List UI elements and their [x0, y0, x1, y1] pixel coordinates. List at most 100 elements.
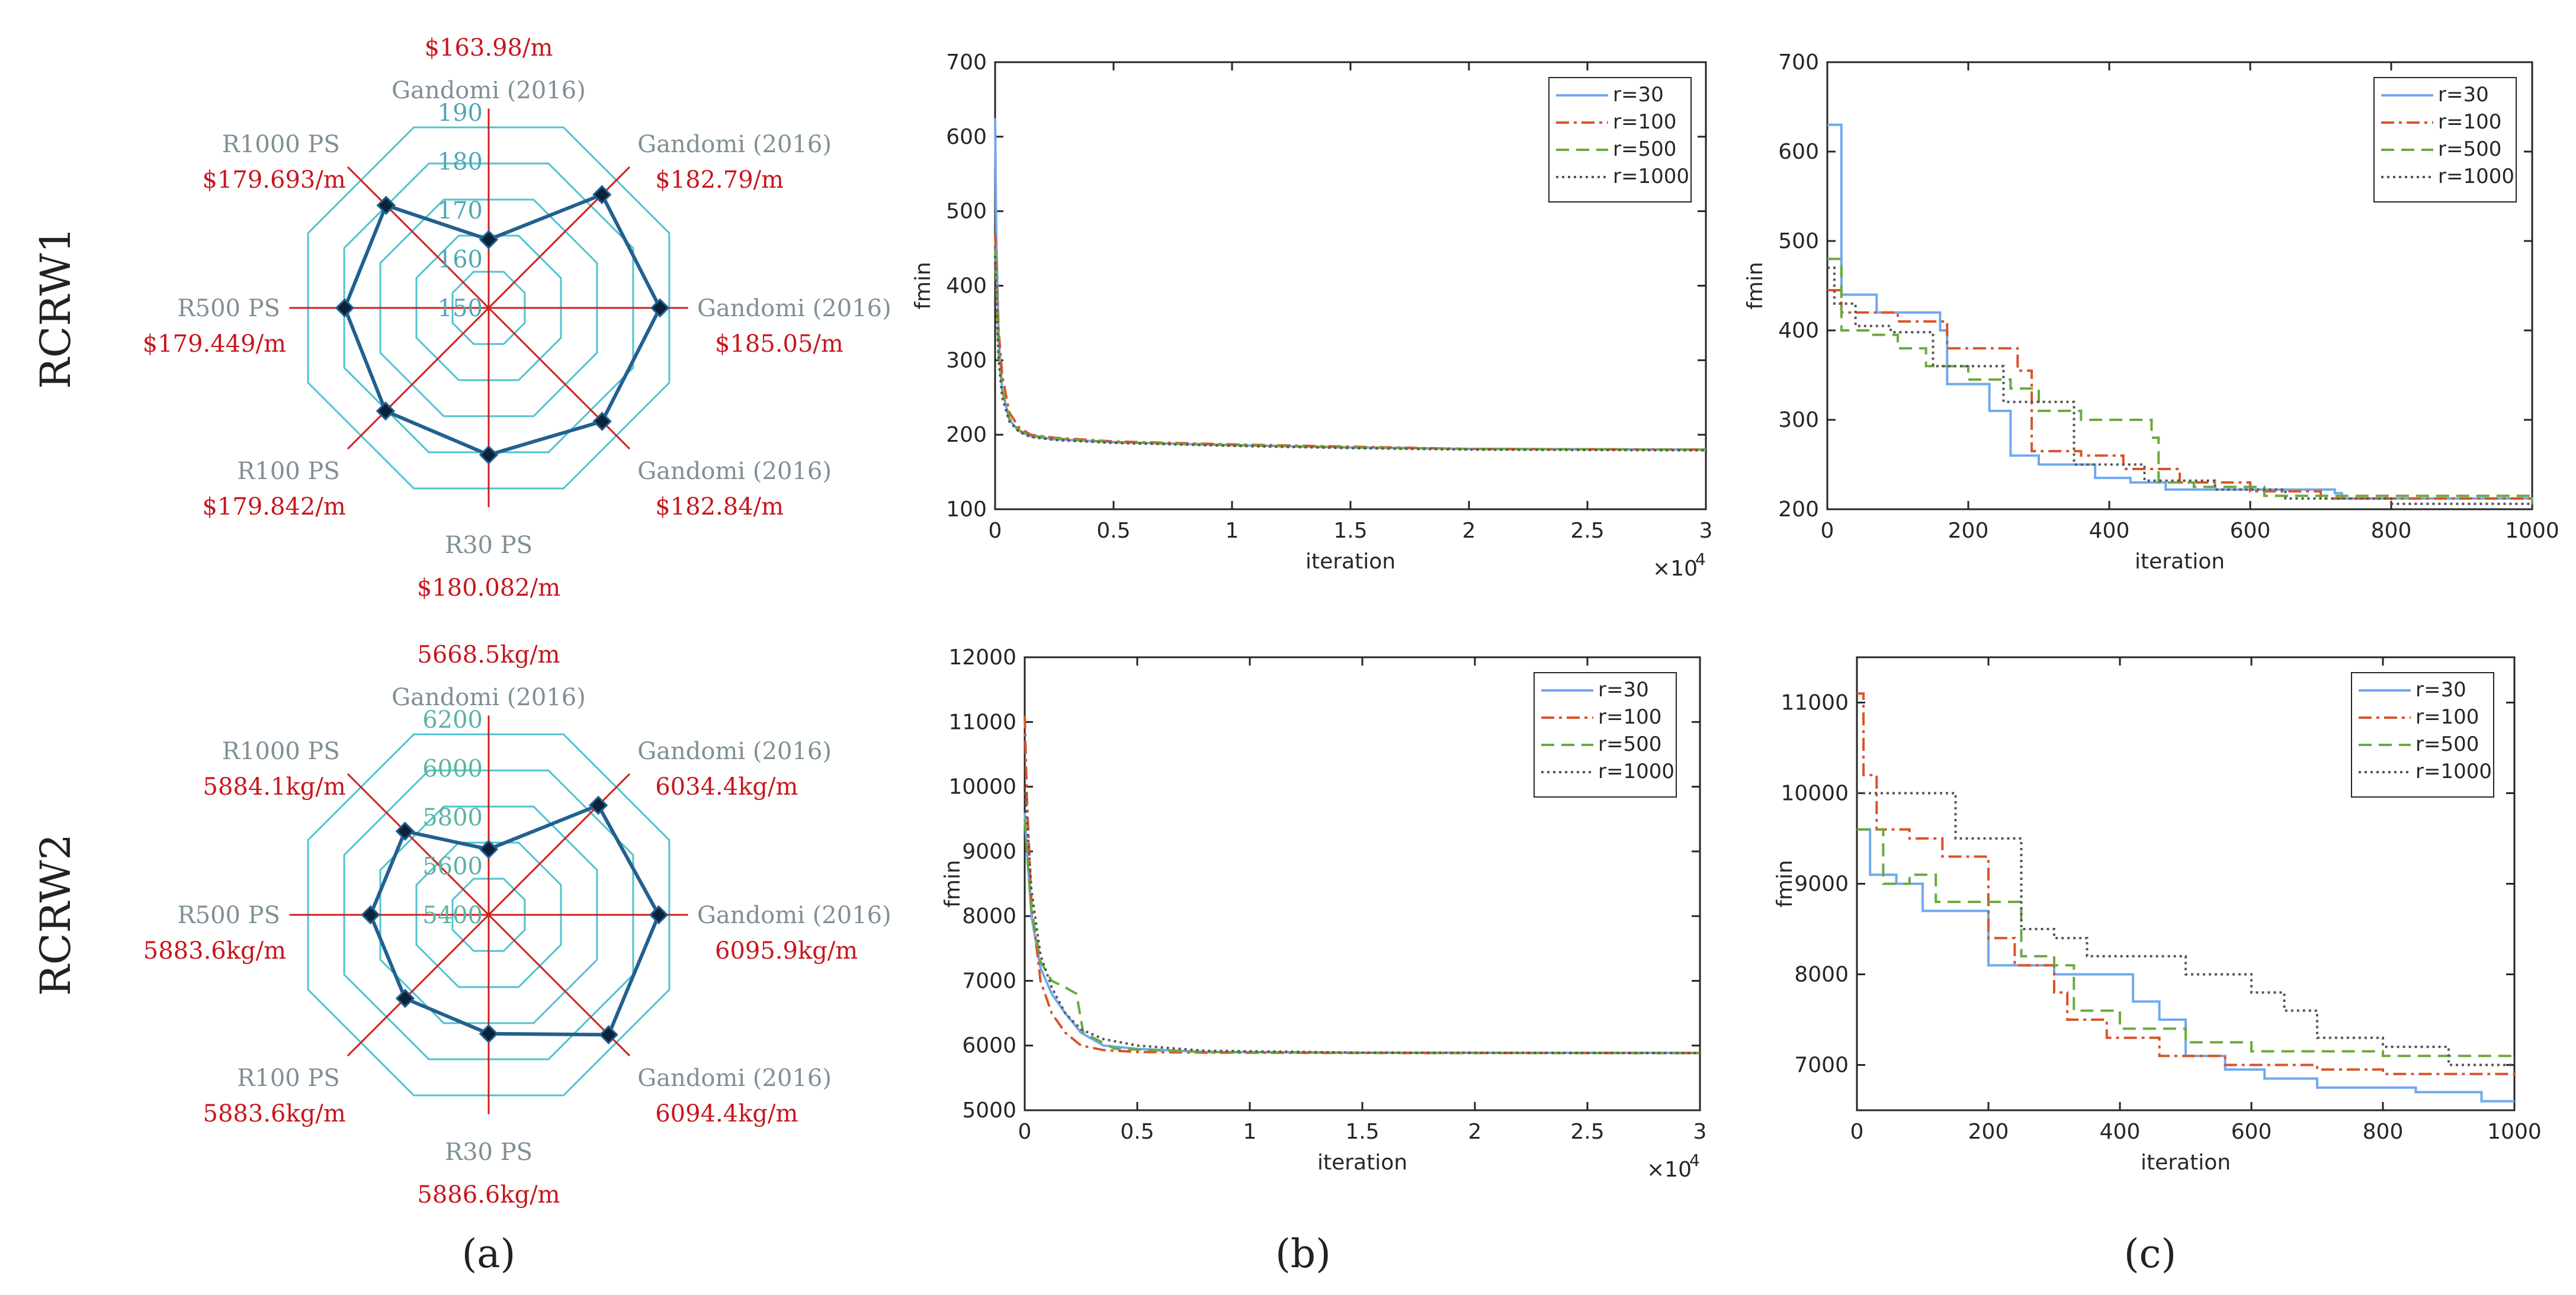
radar-data-point — [361, 905, 380, 925]
y-tick-label: 11000 — [1781, 691, 1849, 715]
row-label-rcrw1: RCRW1 — [31, 227, 80, 389]
legend-entry: r=100 — [1598, 705, 1661, 729]
radar-value-label: 5668.5kg/m — [417, 641, 560, 669]
x-axis-label: iteration — [1317, 1151, 1407, 1175]
y-tick-label: 200 — [1778, 497, 1819, 522]
x-tick-label: 1000 — [2487, 1120, 2542, 1144]
radar-spoke — [347, 773, 490, 916]
series-line-r100 — [1827, 289, 2533, 502]
y-tick-label: 300 — [946, 348, 987, 372]
x-tick-label: 0 — [989, 519, 1002, 543]
y-tick-label: 7000 — [1794, 1053, 1849, 1078]
y-tick-label: 9000 — [962, 840, 1016, 864]
x-tick-label: 2.5 — [1570, 1120, 1604, 1144]
radar-grid-ring — [415, 234, 562, 381]
legend-entry: r=500 — [2438, 137, 2501, 161]
radar-data-point — [479, 445, 499, 465]
radar-data-point — [650, 298, 670, 318]
legend-entry: r=500 — [1598, 732, 1661, 756]
radar-axis-label: Gandomi (2016) — [697, 902, 891, 929]
radar-grid-ring — [451, 271, 526, 345]
x-tick-label: 2.5 — [1570, 519, 1604, 543]
radar-spoke — [487, 307, 631, 450]
series-line-r1000 — [1857, 792, 2514, 1066]
y-tick-label: 700 — [946, 50, 987, 75]
radar-value-label: $185.05/m — [715, 330, 843, 358]
radar-spoke — [487, 773, 631, 916]
y-tick-label: 8000 — [1794, 963, 1849, 987]
x-exponent-power: 4 — [1689, 1151, 1700, 1170]
panel-label-b: (b) — [1275, 1231, 1331, 1277]
radar-axis-label: R30 PS — [445, 1139, 532, 1166]
radar-tick-label: 5400 — [422, 902, 483, 929]
panel-label-a: (a) — [462, 1231, 516, 1277]
radar-data-point — [479, 230, 499, 249]
y-tick-label: 6000 — [962, 1034, 1016, 1058]
radar-grid-ring — [451, 878, 526, 952]
radar-tick-label: 6000 — [422, 756, 483, 783]
y-tick-label: 10000 — [948, 775, 1016, 799]
y-tick-label: 500 — [1778, 229, 1819, 253]
radar-tick-label: 160 — [438, 246, 483, 274]
radar-axis-label: Gandomi (2016) — [637, 1065, 832, 1092]
radar-axis-label: Gandomi (2016) — [637, 458, 832, 485]
x-tick-label: 400 — [2100, 1120, 2141, 1144]
y-axis-label: fmin — [1773, 860, 1797, 908]
radar-value-label: 5883.6kg/m — [203, 1100, 346, 1127]
y-tick-label: 10000 — [1781, 782, 1849, 806]
legend-box — [1534, 672, 1677, 798]
y-axis-label: fmin — [1743, 262, 1767, 310]
x-tick-label: 200 — [1968, 1120, 2009, 1144]
radar-axis-label: R1000 PS — [222, 738, 340, 765]
radar-grid-ring — [379, 805, 598, 1024]
radar-axis-label: Gandomi (2016) — [392, 684, 586, 711]
radar-data-point — [479, 839, 499, 859]
line-chart-rcrw2-zoom: 0 200 400 600 800 1000 7000 8000 9000 10000 11000 i… — [1773, 656, 2542, 1175]
y-tick-label: 8000 — [962, 904, 1016, 928]
x-tick-label: 1.5 — [1345, 1120, 1379, 1144]
radar-data-point — [592, 185, 612, 204]
row-label-rcrw2: RCRW2 — [31, 834, 80, 996]
y-tick-label: 200 — [946, 423, 987, 447]
y-axis-label: fmin — [941, 860, 965, 908]
x-tick-label: 0 — [1850, 1120, 1864, 1144]
y-tick-label: 500 — [946, 200, 987, 224]
y-tick-label: 7000 — [962, 969, 1016, 993]
legend-entry: r=100 — [2438, 110, 2501, 134]
y-tick-label: 700 — [1778, 50, 1819, 75]
radar-data-point — [395, 988, 415, 1008]
radar-data-point — [592, 412, 612, 431]
y-tick-label: 11000 — [948, 710, 1016, 734]
x-tick-label: 3 — [1699, 519, 1713, 543]
line-chart-rcrw2-full: 0 0.5 1 1.5 2 2.5 3 5000 6000 7000 8000 9000 10000 11… — [941, 645, 1706, 1182]
radar-value-label: 5884.1kg/m — [203, 773, 346, 801]
radar-grid-ring — [307, 126, 671, 490]
radar-spoke — [347, 914, 490, 1057]
radar-tick-label: 5600 — [422, 853, 483, 881]
x-tick-label: 600 — [2230, 519, 2271, 543]
radar-data-point — [376, 195, 396, 216]
radar-data-point — [479, 1024, 499, 1043]
x-exponent-power: 4 — [1695, 550, 1706, 569]
y-tick-label: 5000 — [962, 1098, 1016, 1123]
y-tick-label: 9000 — [1794, 872, 1849, 896]
radar-grid-ring — [415, 841, 562, 988]
radar-axis-label: Gandomi (2016) — [637, 131, 832, 158]
line-chart-rcrw1-zoom: 0 200 400 600 800 1000200300400500600700itera… — [1743, 50, 2559, 574]
x-tick-label: 1.5 — [1333, 519, 1367, 543]
legend-entry: r=500 — [2415, 732, 2479, 756]
radar-value-label: 6094.4kg/m — [655, 1100, 798, 1127]
x-tick-label: 400 — [2089, 519, 2130, 543]
x-tick-label: 0 — [1821, 519, 1834, 543]
x-tick-label: 800 — [2371, 519, 2412, 543]
legend-box — [2373, 77, 2517, 203]
radar-data-point — [599, 1025, 618, 1045]
x-axis-label: iteration — [2141, 1151, 2231, 1175]
series-line-r1000 — [1827, 266, 2533, 507]
legend-entry: r=1000 — [1598, 760, 1674, 783]
x-tick-label: 1 — [1243, 1120, 1257, 1144]
series-line-r500 — [1024, 819, 1701, 1055]
radar-axis-label: R100 PS — [237, 458, 340, 485]
